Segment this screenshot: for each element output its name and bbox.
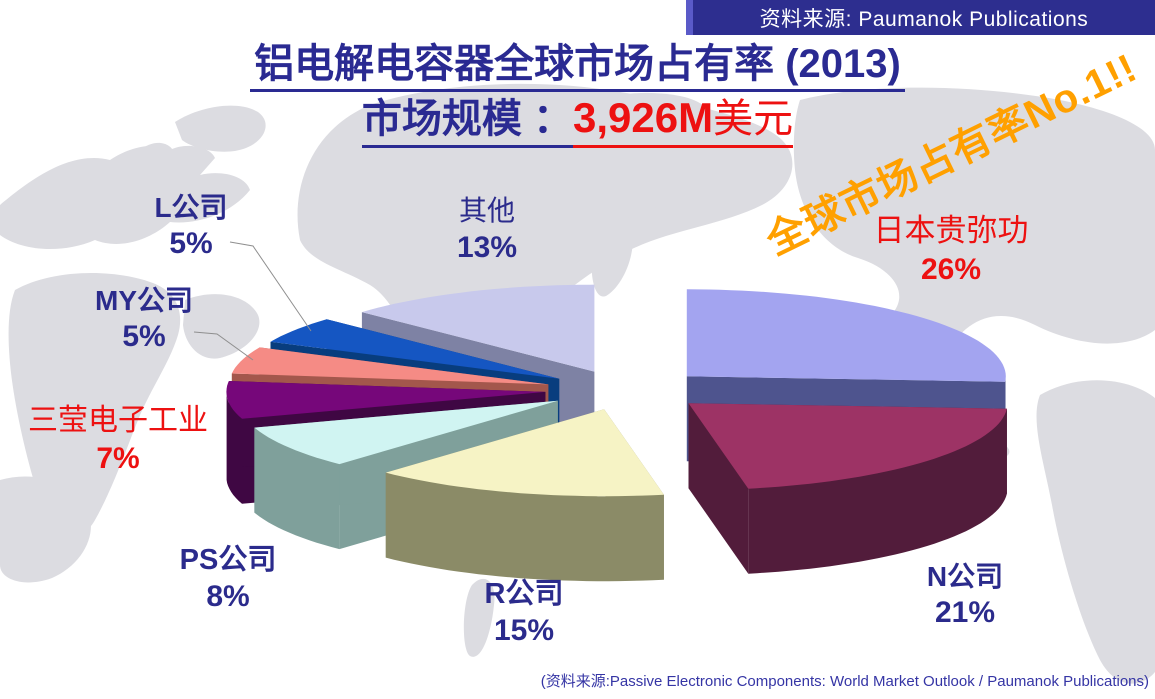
pie-slice-三莹电子工业 — [226, 381, 546, 419]
pie-label-name: 日本贵弥功 — [873, 213, 1029, 248]
pie-label-percent: 15% — [493, 614, 555, 648]
leader-line — [229, 241, 312, 332]
source-banner-text: 资料来源: Paumanok Publications — [759, 7, 1089, 31]
pie-label-percent: 21% — [934, 596, 996, 630]
pie-slice-L公司 — [270, 319, 560, 379]
pie-label-PS公司: PS公司 8% — [180, 544, 277, 614]
source-banner: 资料来源: Paumanok Publications — [686, 0, 1155, 35]
pie-label-name: 其他 — [458, 196, 516, 227]
pie-label-percent: 5% — [122, 320, 166, 354]
pie-label-name: R公司 — [484, 578, 564, 610]
pie-slice-N公司 — [688, 403, 1007, 489]
pie-label-name: L公司 — [154, 192, 228, 223]
pie-label-percent: 8% — [206, 580, 250, 614]
pie-slice-rim — [748, 408, 1007, 574]
market-size-value: 3,926M — [573, 94, 714, 141]
subtitle-prefix: 市场规模 ： — [361, 95, 574, 148]
page-title: 铝电解电容器全球市场占有率 (2013) — [250, 40, 905, 92]
pie-label-percent: 26% — [920, 252, 982, 286]
pie-slice-rim — [385, 472, 664, 582]
pie-label-L公司: L公司 5% — [154, 192, 227, 261]
market-size-unit: 美元 — [713, 96, 794, 141]
pie-slice-rim — [254, 427, 340, 550]
pie-label-percent: 5% — [169, 227, 213, 261]
pie-label-percent: 13% — [456, 231, 518, 265]
pie-slice-R公司 — [385, 409, 664, 497]
pie-slice-MY公司 — [231, 347, 549, 385]
footer-caption: (资料来源:Passive Electronic Components: Wor… — [540, 673, 1149, 690]
pie-label-三莹电子工业: 三莹电子工业 7% — [28, 404, 208, 475]
pie-slice-rim — [226, 394, 242, 504]
pie-label-N公司: N公司 21% — [927, 561, 1003, 630]
pie-label-其他: 其他 13% — [457, 196, 517, 265]
pie-label-R公司: R公司 15% — [485, 578, 564, 648]
subtitle: 市场规模 ：3,926M美元 — [0, 93, 1155, 149]
pie-label-percent: 7% — [96, 441, 140, 475]
pie-slice-side — [688, 403, 749, 574]
pie-label-MY公司: MY公司 5% — [95, 285, 193, 354]
title-block: 铝电解电容器全球市场占有率 (2013) 市场规模 ：3,926M美元 — [0, 40, 1155, 149]
pie-slice-其他 — [361, 284, 595, 372]
pie-label-name: PS公司 — [179, 544, 277, 576]
leader-line — [193, 331, 254, 361]
pie-label-日本贵弥功: 日本贵弥功 26% — [873, 213, 1029, 286]
pie-label-name: 三莹电子工业 — [28, 404, 208, 437]
pie-label-name: MY公司 — [94, 285, 194, 316]
pie-label-name: N公司 — [926, 561, 1004, 592]
pie-slice-日本贵弥功 — [686, 289, 1006, 382]
pie-slice-PS公司 — [254, 400, 558, 465]
